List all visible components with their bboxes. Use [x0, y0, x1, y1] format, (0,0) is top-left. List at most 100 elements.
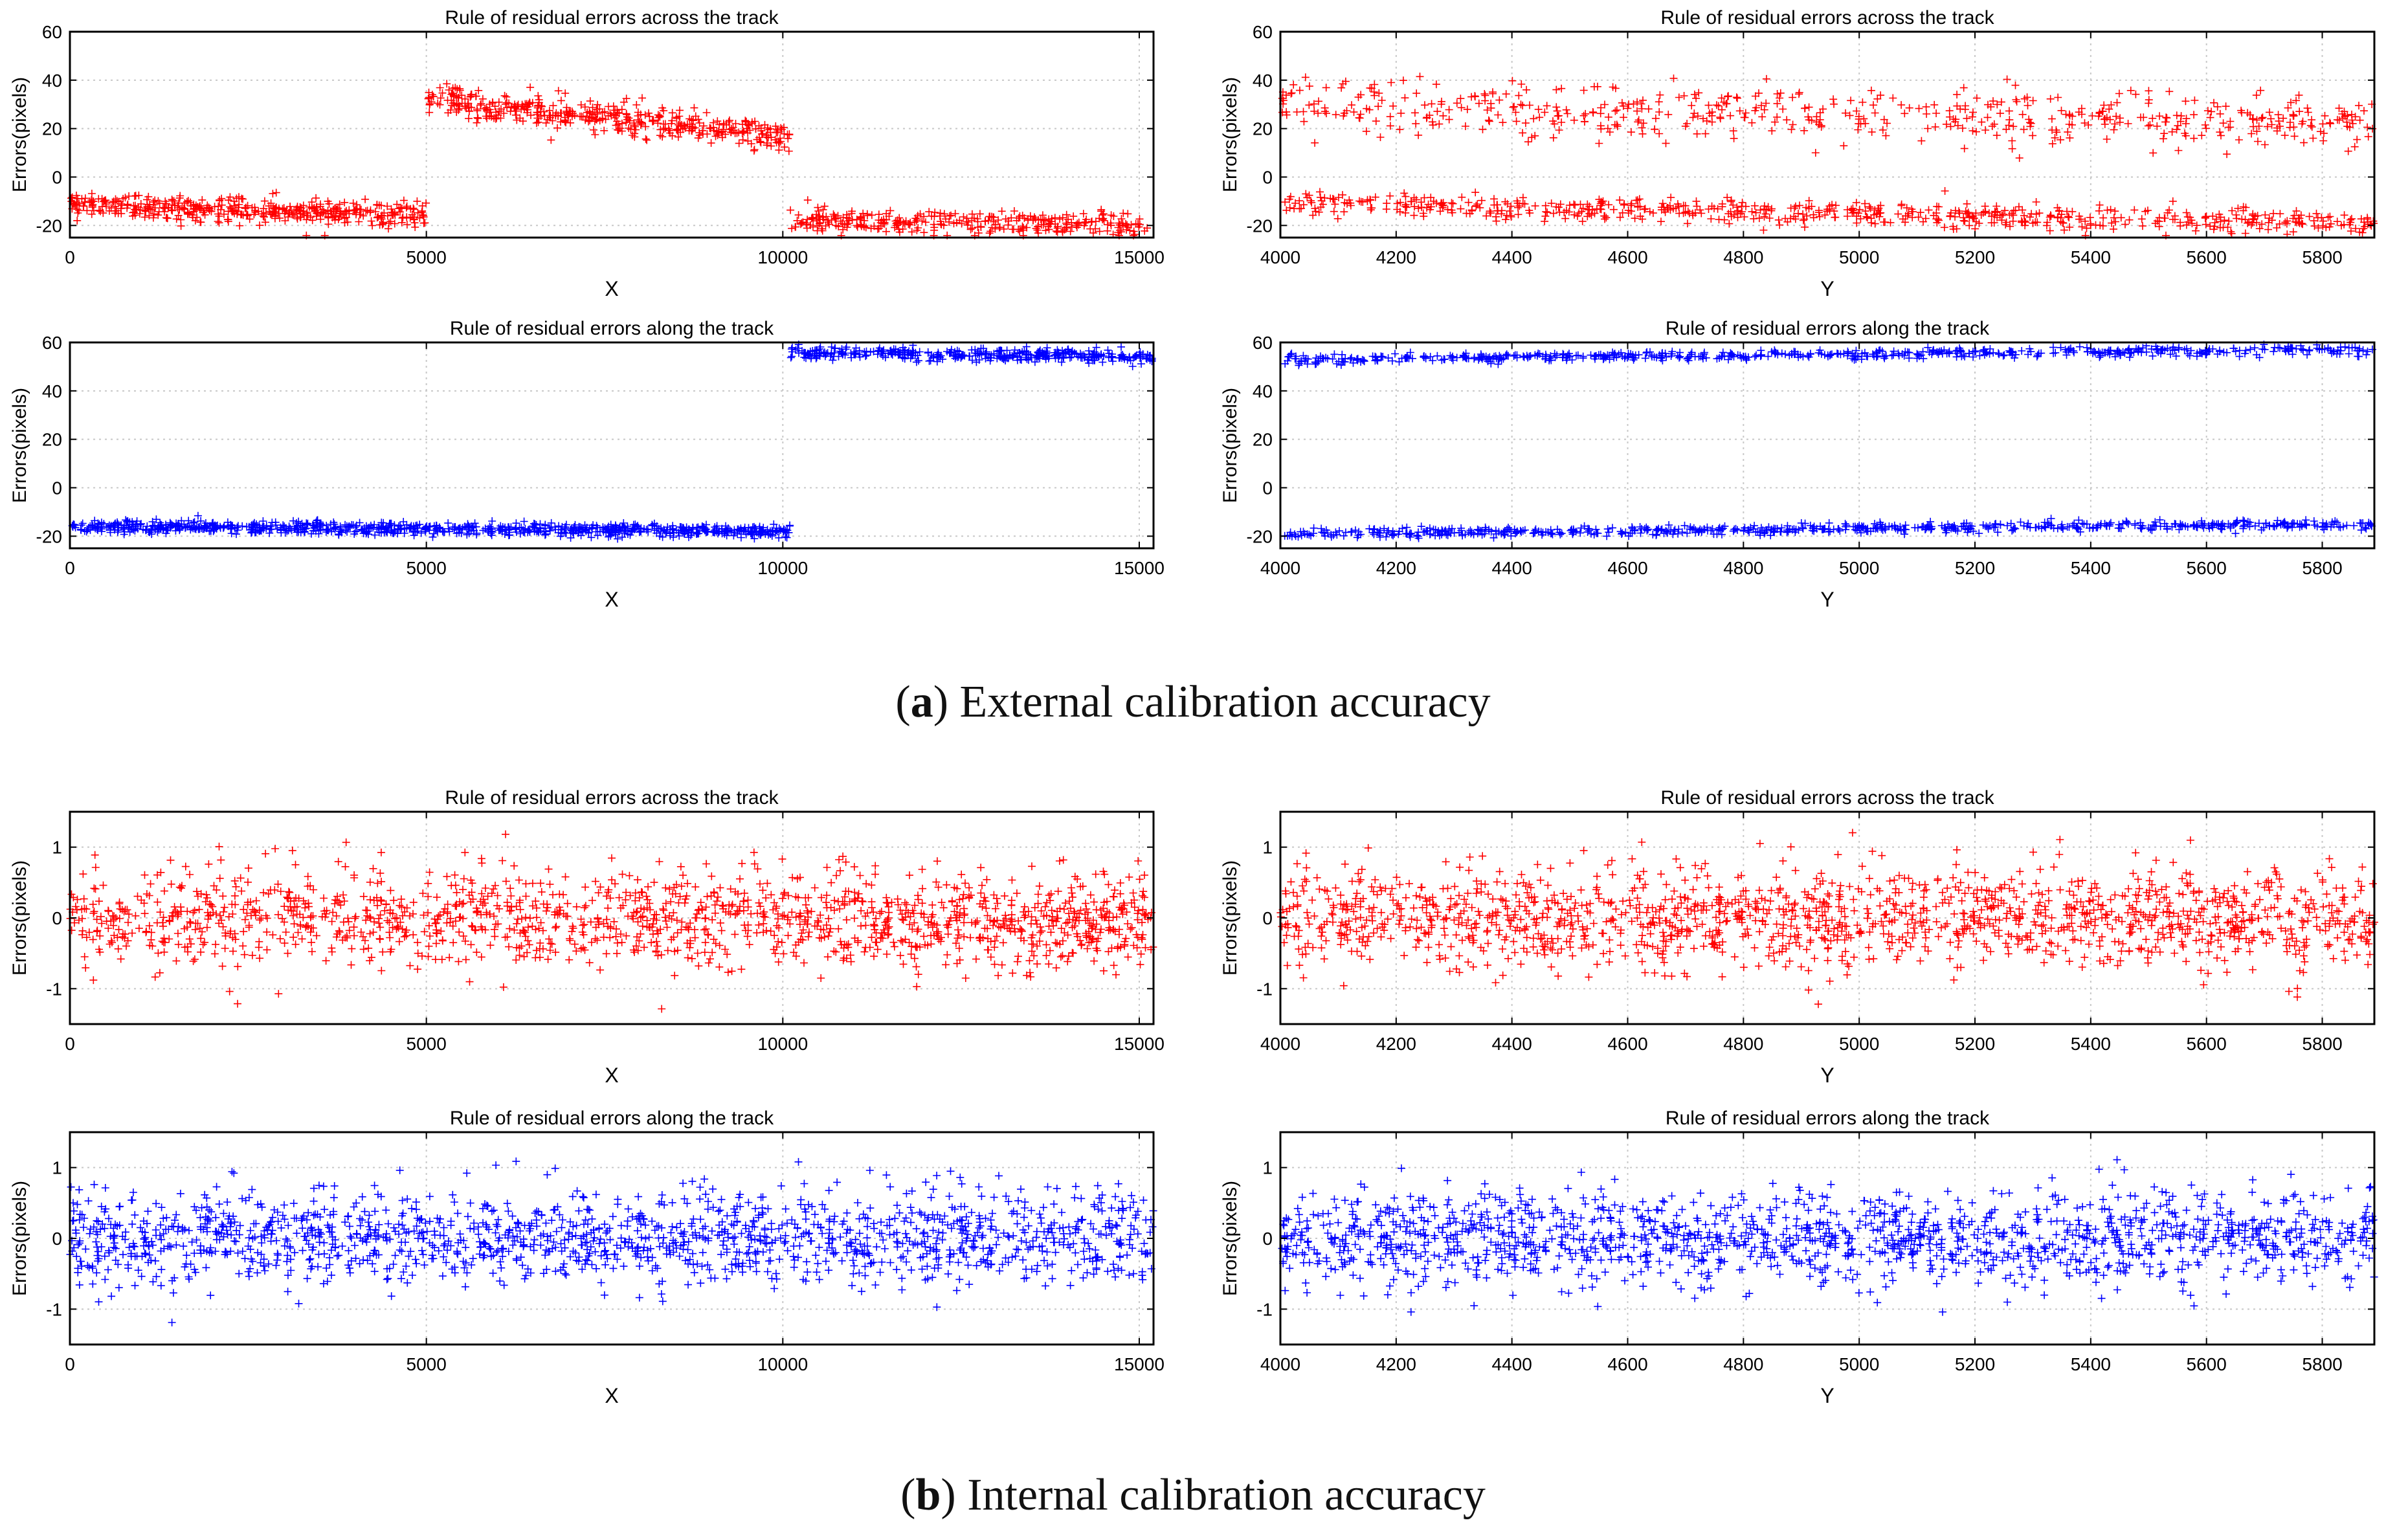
- chart-svg: 0 5000 10000 15000 -1 0 1 Rule of residual erro…: [9, 1108, 1165, 1407]
- plot-frame: [69, 30, 1155, 239]
- y-axis-label: Errors(pixels): [9, 77, 30, 192]
- y-tick-label: 0: [52, 1229, 62, 1249]
- x-axis-label: Y: [1820, 277, 1834, 300]
- x-tick-label: 4800: [1723, 1354, 1763, 1374]
- y-tick-label: 0: [1262, 1229, 1273, 1249]
- chart-title: Rule of residual errors across the track: [1660, 7, 1994, 28]
- x-tick-label: 5400: [2071, 1034, 2111, 1054]
- caption-b: (b) Internal calibration accuracy: [900, 1470, 1486, 1520]
- grid: [69, 342, 1154, 548]
- x-tick-label: 5800: [2302, 247, 2342, 267]
- caption-a-letter: a: [910, 677, 933, 727]
- scatter-points: [1277, 829, 2378, 1009]
- x-tick-label: 15000: [1114, 1354, 1165, 1374]
- y-tick-label: 40: [42, 71, 62, 91]
- y-tick-label: 40: [1253, 381, 1273, 401]
- x-tick-label: 15000: [1114, 1034, 1165, 1054]
- x-axis-label: X: [605, 588, 618, 611]
- x-tick-label: 5600: [2187, 558, 2227, 578]
- chart-a-y-along: 4000 4200 4400 4600 4800 5000 5200 5400 5600 5800…: [1210, 314, 2386, 618]
- x-tick-label: 5600: [2187, 1354, 2227, 1374]
- y-tick-label: -1: [1256, 1299, 1273, 1319]
- x-tick-label: 5400: [2071, 247, 2111, 267]
- y-axis-label: Errors(pixels): [1220, 77, 1241, 192]
- chart-title: Rule of residual errors along the track: [450, 318, 774, 339]
- x-tick-label: 5000: [1839, 247, 1879, 267]
- x-tick-label: 5400: [2071, 558, 2111, 578]
- plot-frame: [1279, 30, 2376, 239]
- x-tick-label: 4200: [1376, 1354, 1416, 1374]
- caption-b-text: Internal calibration accuracy: [967, 1470, 1486, 1520]
- x-tick-label: 4200: [1376, 1034, 1416, 1054]
- y-axis-label: Errors(pixels): [1220, 860, 1241, 976]
- scatter-points: [1280, 340, 2376, 542]
- scatter-points: [66, 1157, 1157, 1326]
- y-axis-label: Errors(pixels): [9, 1181, 30, 1296]
- chart-title: Rule of residual errors across the track: [445, 787, 779, 809]
- x-tick-label: 4600: [1607, 1034, 1647, 1054]
- chart-svg: 4000 4200 4400 4600 4800 5000 5200 5400 5600 5800…: [1220, 787, 2378, 1087]
- scatter-points: [66, 830, 1157, 1013]
- chart-b-x-along: 0 5000 10000 15000 -1 0 1 Rule of residual erro…: [0, 1104, 1165, 1414]
- y-tick-label: 1: [1262, 838, 1273, 858]
- x-tick-label: 5600: [2187, 247, 2227, 267]
- y-tick-label: 0: [52, 908, 62, 928]
- y-tick-label: 0: [52, 167, 62, 187]
- y-tick-label: 1: [52, 1158, 62, 1178]
- y-tick-label: 60: [1253, 22, 1273, 42]
- x-tick-label: 5800: [2302, 1034, 2342, 1054]
- x-tick-label: 0: [65, 1354, 75, 1374]
- x-tick-label: 4200: [1376, 558, 1416, 578]
- x-tick-label: 10000: [757, 247, 808, 267]
- x-tick-label: 4800: [1723, 247, 1763, 267]
- x-tick-label: 5600: [2187, 1034, 2227, 1054]
- chart-svg: 4000 4200 4400 4600 4800 5000 5200 5400 5600 5800…: [1220, 7, 2378, 300]
- x-axis-label: Y: [1820, 1384, 1834, 1407]
- chart-title: Rule of residual errors along the track: [450, 1108, 774, 1129]
- y-tick-label: -1: [46, 979, 62, 999]
- x-tick-label: 10000: [757, 1354, 808, 1374]
- y-tick-label: 1: [1262, 1158, 1273, 1178]
- x-tick-label: 4600: [1607, 558, 1647, 578]
- x-tick-label: 10000: [757, 558, 808, 578]
- x-tick-label: 10000: [757, 1034, 808, 1054]
- y-axis-label: Errors(pixels): [9, 388, 30, 503]
- y-tick-label: 1: [52, 838, 62, 858]
- x-tick-label: 5000: [1839, 1034, 1879, 1054]
- x-tick-label: 4400: [1492, 1354, 1532, 1374]
- y-tick-label: -1: [46, 1299, 62, 1319]
- x-tick-label: 5200: [1955, 558, 1995, 578]
- chart-b-x-across: 0 5000 10000 15000 -1 0 1 Rule of residual erro…: [0, 783, 1165, 1094]
- chart-b-y-across: 4000 4200 4400 4600 4800 5000 5200 5400 5600 5800…: [1210, 783, 2386, 1094]
- y-tick-label: 40: [1253, 71, 1273, 91]
- x-tick-label: 0: [65, 247, 75, 267]
- y-tick-label: -20: [1247, 526, 1273, 546]
- x-tick-label: 4000: [1260, 558, 1300, 578]
- x-tick-label: 4000: [1260, 1034, 1300, 1054]
- y-tick-label: 20: [1253, 430, 1273, 450]
- grid: [69, 1132, 1154, 1345]
- scatter-points: [1278, 1155, 2378, 1316]
- scatter-points: [1278, 73, 2378, 240]
- x-axis-label: X: [605, 1384, 618, 1407]
- x-tick-label: 5000: [407, 247, 447, 267]
- x-tick-label: 5000: [1839, 1354, 1879, 1374]
- y-tick-label: 20: [1253, 119, 1273, 139]
- x-tick-label: 5200: [1955, 1034, 1995, 1054]
- caption-a: (a) External calibration accuracy: [895, 677, 1491, 727]
- x-tick-label: 5000: [407, 558, 447, 578]
- x-tick-label: 4000: [1260, 1354, 1300, 1374]
- y-axis-label: Errors(pixels): [9, 860, 30, 976]
- scatter-points: [68, 340, 1156, 543]
- y-tick-label: -20: [36, 216, 62, 236]
- caption-b-letter: b: [915, 1470, 941, 1520]
- y-tick-label: 60: [42, 22, 62, 42]
- plot-frame: [1279, 341, 2376, 550]
- chart-title: Rule of residual errors along the track: [1666, 1108, 1990, 1129]
- x-tick-label: 4400: [1492, 558, 1532, 578]
- y-axis-label: Errors(pixels): [1220, 388, 1241, 503]
- y-tick-label: -1: [1256, 979, 1273, 999]
- x-tick-label: 4400: [1492, 1034, 1532, 1054]
